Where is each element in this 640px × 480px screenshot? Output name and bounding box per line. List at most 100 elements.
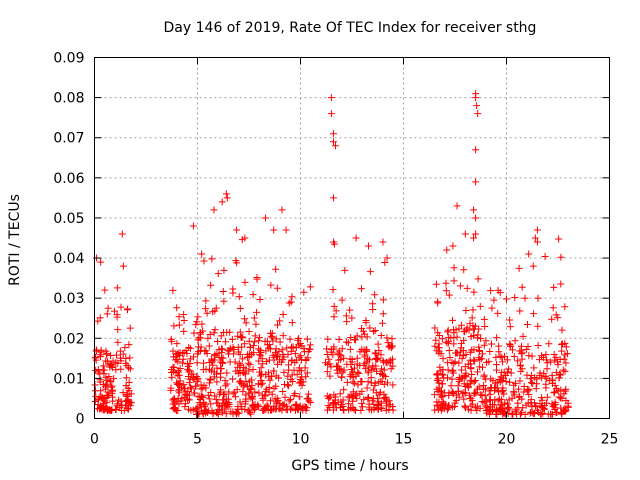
data-point [562, 359, 570, 367]
data-point [192, 410, 200, 418]
data-point [275, 347, 283, 355]
data-point [255, 345, 263, 353]
y-tick-label: 0 [76, 412, 85, 428]
data-point [373, 367, 381, 375]
data-point [450, 277, 458, 285]
data-point [356, 348, 364, 356]
data-point [190, 389, 198, 397]
data-point [340, 386, 348, 394]
data-point [237, 361, 245, 369]
data-point [431, 406, 439, 414]
data-point [126, 365, 134, 373]
data-point [562, 343, 570, 351]
data-point [453, 202, 461, 210]
data-point [358, 399, 366, 407]
data-point [338, 373, 346, 381]
data-point [462, 307, 470, 315]
data-point [350, 406, 358, 414]
data-point [443, 246, 451, 254]
data-point [470, 331, 478, 339]
data-point [301, 364, 309, 372]
data-point [442, 338, 450, 346]
data-point [450, 264, 458, 272]
data-point [364, 395, 372, 403]
data-point [242, 397, 250, 405]
data-point [445, 291, 453, 299]
data-point [448, 358, 456, 366]
data-point [168, 368, 176, 376]
data-point [382, 406, 390, 414]
data-point [198, 250, 206, 258]
data-point [446, 353, 454, 361]
data-point [262, 357, 270, 365]
plot-frame [94, 57, 610, 419]
data-point [220, 266, 228, 274]
data-point [282, 226, 290, 234]
data-point [210, 206, 218, 214]
data-point [215, 346, 223, 354]
data-point [360, 396, 368, 404]
data-point [273, 284, 281, 292]
data-point [249, 366, 257, 374]
data-point [205, 342, 213, 350]
data-point [364, 369, 372, 377]
data-point [551, 404, 559, 412]
data-point [124, 305, 132, 313]
data-point [449, 388, 457, 396]
data-point [499, 386, 507, 394]
data-point [231, 393, 239, 401]
data-point [485, 410, 493, 418]
data-point [496, 289, 504, 297]
data-point [175, 387, 183, 395]
data-point [329, 238, 337, 246]
data-point [287, 298, 295, 306]
data-point [456, 348, 464, 356]
data-point [171, 405, 179, 413]
data-point [257, 364, 265, 372]
data-point [102, 347, 110, 355]
data-point [520, 388, 528, 396]
data-point [199, 384, 207, 392]
data-point [386, 401, 394, 409]
data-point [169, 286, 177, 294]
data-point [300, 288, 308, 296]
data-point [482, 337, 490, 345]
data-point [468, 314, 476, 322]
data-point [294, 406, 302, 414]
data-point [97, 258, 105, 266]
data-point [186, 355, 194, 363]
data-point [487, 340, 495, 348]
data-point [356, 362, 364, 370]
data-point [197, 403, 205, 411]
data-point [379, 296, 387, 304]
data-point [288, 404, 296, 412]
data-point [480, 373, 488, 381]
data-point [285, 361, 293, 369]
data-point [289, 378, 297, 386]
y-tick-label: 0.04 [53, 251, 84, 267]
data-point [439, 371, 447, 379]
data-point [207, 281, 215, 289]
data-point [540, 404, 548, 412]
data-point [107, 406, 115, 414]
data-point [247, 410, 255, 418]
data-point [257, 372, 265, 380]
data-point [533, 375, 541, 383]
data-point [185, 379, 193, 387]
data-point [339, 405, 347, 413]
data-point [361, 353, 369, 361]
data-point [557, 386, 565, 394]
data-point [100, 362, 108, 370]
data-point [383, 254, 391, 262]
data-point [517, 367, 525, 375]
data-point [389, 381, 397, 389]
data-point [297, 367, 305, 375]
axis-ticks [94, 57, 610, 419]
data-point [371, 349, 379, 357]
data-point [327, 346, 335, 354]
data-point [202, 297, 210, 305]
data-point [475, 354, 483, 362]
data-point [116, 347, 124, 355]
data-point [96, 378, 104, 386]
data-point [330, 302, 338, 310]
